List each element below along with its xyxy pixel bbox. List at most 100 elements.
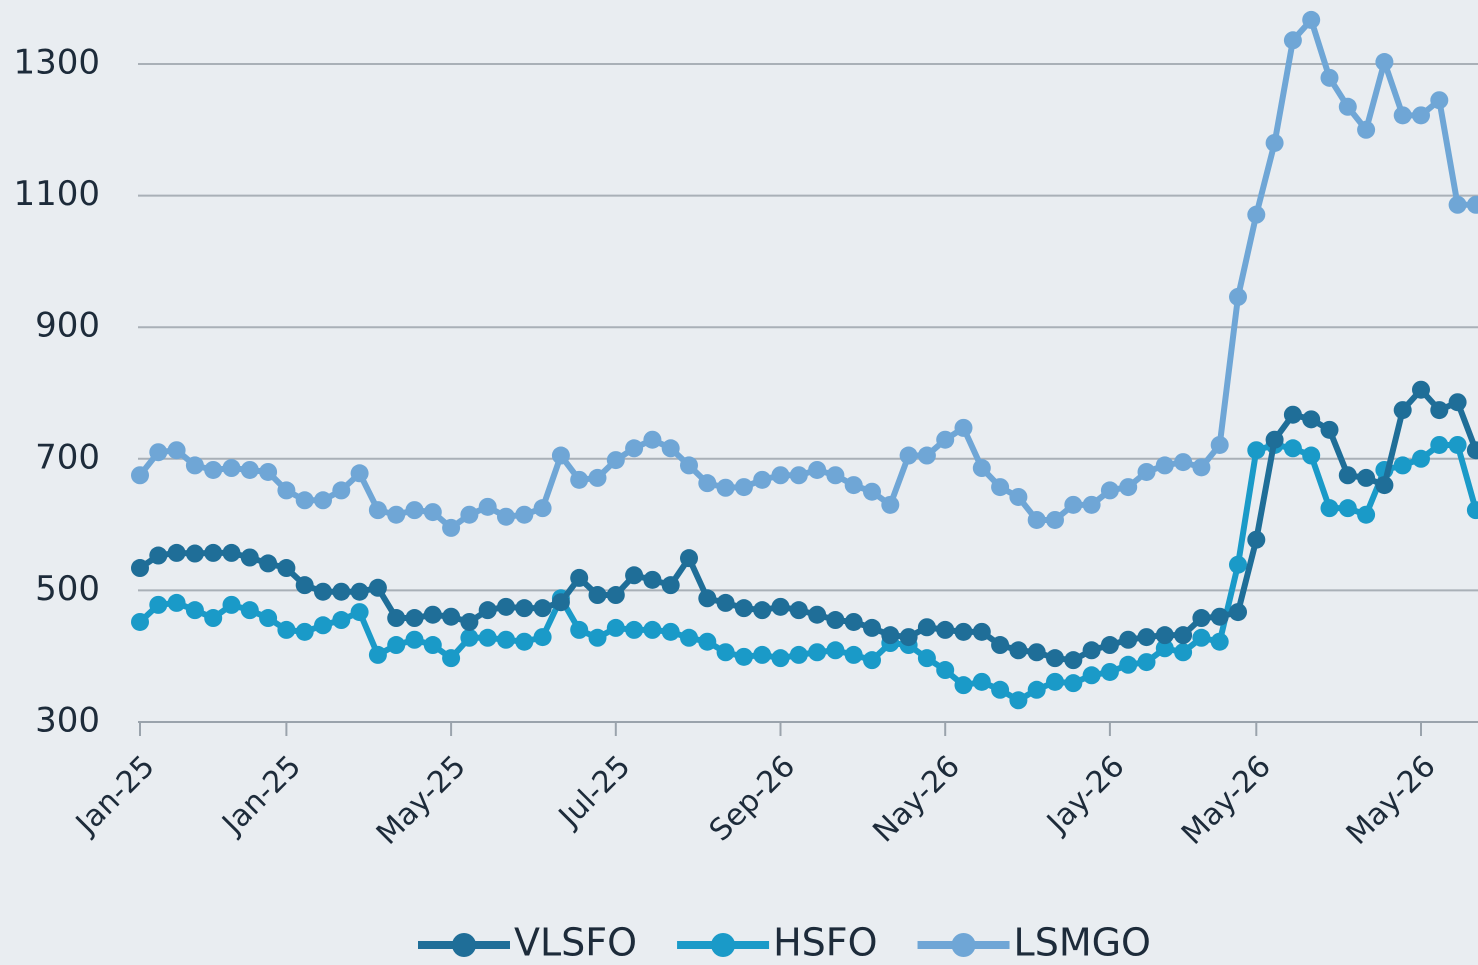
marker — [1283, 405, 1302, 424]
marker — [1466, 501, 1478, 520]
marker — [1338, 466, 1357, 485]
legend-marker — [951, 933, 976, 957]
marker — [1466, 441, 1478, 460]
marker — [405, 630, 424, 649]
marker — [423, 605, 442, 624]
marker — [661, 622, 680, 641]
marker — [588, 468, 607, 487]
marker — [771, 597, 790, 616]
marker — [295, 576, 314, 595]
marker — [222, 595, 241, 614]
marker — [1046, 510, 1064, 529]
marker — [442, 518, 461, 537]
marker — [1375, 53, 1394, 72]
marker — [1448, 435, 1467, 454]
marker — [167, 543, 186, 562]
marker — [1027, 643, 1046, 662]
marker — [1155, 626, 1174, 645]
marker — [350, 464, 369, 483]
marker — [954, 418, 973, 437]
marker — [1210, 632, 1229, 651]
marker — [698, 632, 717, 651]
marker — [1082, 495, 1101, 514]
marker — [1137, 628, 1156, 647]
marker — [1338, 97, 1357, 116]
marker — [1009, 691, 1028, 710]
marker — [1210, 607, 1229, 626]
marker — [753, 601, 772, 620]
marker — [1027, 510, 1046, 529]
marker — [167, 593, 186, 612]
marker — [991, 680, 1010, 699]
marker — [1137, 653, 1156, 672]
marker — [1027, 680, 1046, 699]
marker — [423, 503, 442, 522]
marker — [1430, 435, 1449, 454]
marker — [643, 570, 662, 589]
marker — [1265, 430, 1284, 449]
marker — [1046, 649, 1064, 668]
marker — [972, 672, 991, 691]
marker — [808, 605, 827, 624]
marker — [1283, 439, 1302, 458]
marker — [1137, 462, 1156, 481]
marker — [1357, 505, 1376, 524]
marker — [332, 481, 351, 500]
marker — [1100, 481, 1119, 500]
marker — [716, 643, 735, 662]
marker — [1192, 628, 1211, 647]
marker — [295, 622, 314, 641]
legend-label: LSMGO — [1014, 921, 1151, 965]
y-tick-label: 900 — [35, 306, 100, 346]
marker — [1283, 31, 1302, 50]
marker — [1174, 626, 1193, 645]
marker — [1100, 636, 1119, 655]
marker — [680, 628, 698, 647]
marker — [167, 441, 186, 460]
marker — [789, 466, 808, 485]
marker — [606, 618, 625, 637]
marker — [698, 474, 717, 493]
y-tick-label: 700 — [35, 437, 100, 477]
marker — [185, 456, 204, 475]
marker — [844, 645, 863, 664]
marker — [515, 632, 534, 651]
marker — [1430, 401, 1449, 420]
marker — [1265, 133, 1284, 152]
legend-label: HSFO — [773, 921, 877, 965]
y-tick-label: 300 — [35, 701, 100, 741]
marker — [1357, 120, 1376, 139]
marker — [240, 601, 259, 620]
series — [131, 435, 1478, 710]
marker — [368, 578, 387, 597]
marker — [661, 439, 680, 458]
marker — [533, 499, 552, 518]
marker — [1320, 68, 1339, 87]
marker — [1393, 106, 1412, 125]
marker — [204, 609, 223, 628]
marker — [881, 495, 900, 514]
marker — [625, 620, 644, 639]
marker — [497, 507, 515, 526]
marker — [1320, 499, 1339, 518]
marker — [259, 609, 278, 628]
marker — [1064, 495, 1083, 514]
marker — [259, 462, 278, 481]
marker — [368, 645, 387, 664]
marker — [423, 636, 442, 655]
marker — [588, 586, 607, 605]
marker — [442, 649, 461, 668]
marker — [350, 603, 369, 622]
marker — [1119, 630, 1138, 649]
marker — [716, 593, 735, 612]
marker — [405, 609, 424, 628]
marker — [625, 439, 644, 458]
marker — [1375, 476, 1394, 495]
marker — [1082, 666, 1101, 685]
marker — [734, 599, 753, 618]
marker — [240, 460, 259, 479]
marker — [771, 649, 790, 668]
marker — [753, 645, 772, 664]
